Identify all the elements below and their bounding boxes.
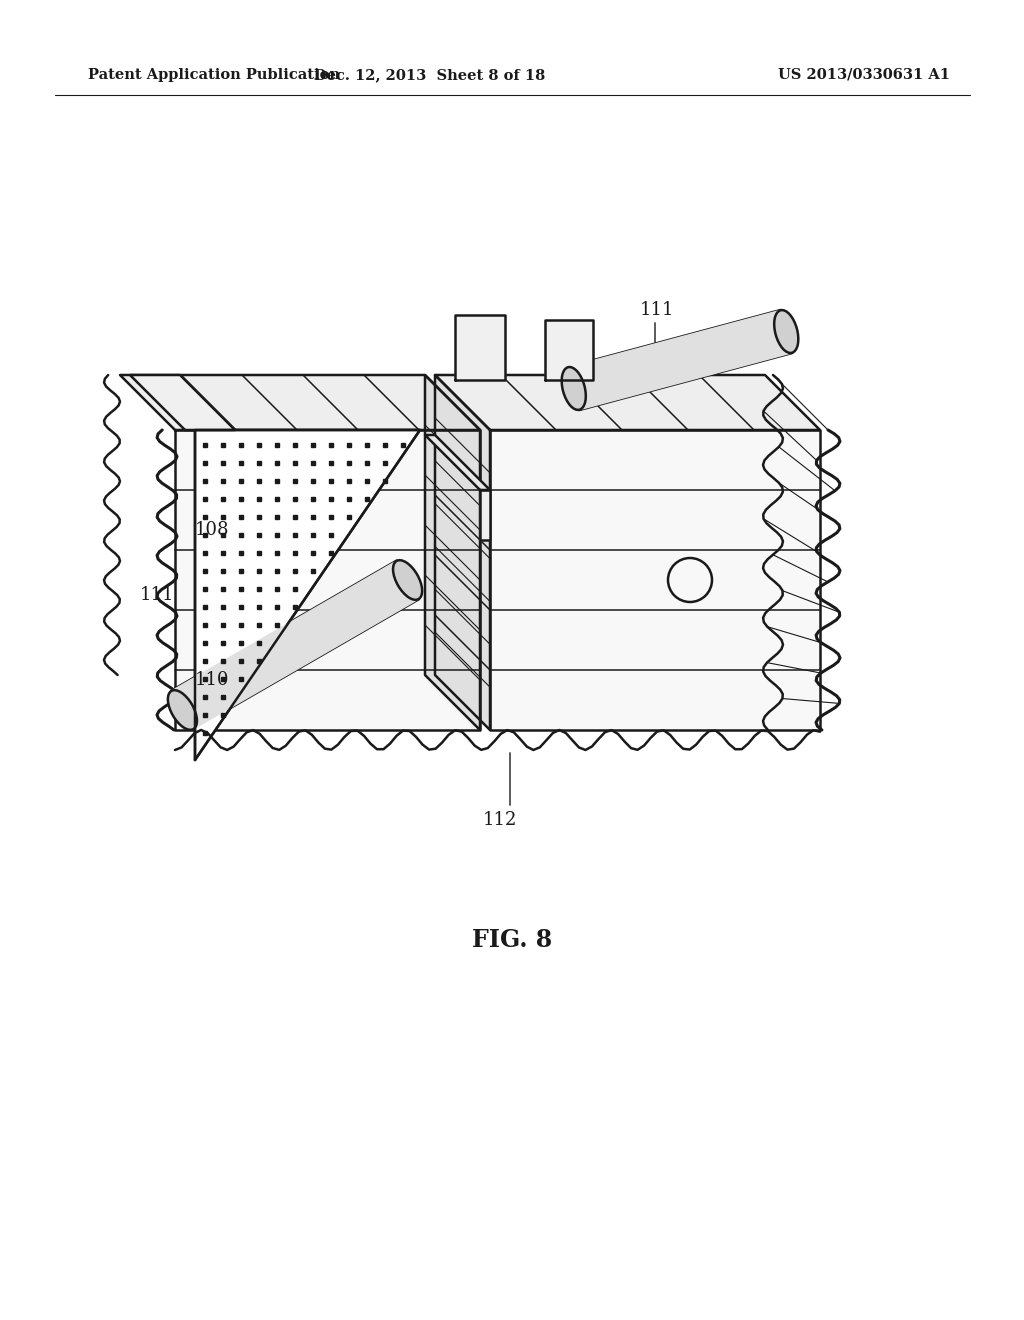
- Text: Dec. 12, 2013  Sheet 8 of 18: Dec. 12, 2013 Sheet 8 of 18: [314, 69, 546, 82]
- Polygon shape: [425, 375, 480, 730]
- Ellipse shape: [168, 690, 197, 730]
- Ellipse shape: [393, 560, 422, 599]
- Text: Patent Application Publication: Patent Application Publication: [88, 69, 340, 82]
- Text: FIG. 8: FIG. 8: [472, 928, 552, 952]
- Text: 112: 112: [482, 810, 517, 829]
- Polygon shape: [175, 430, 480, 730]
- Polygon shape: [435, 375, 490, 730]
- Polygon shape: [130, 375, 234, 430]
- Ellipse shape: [774, 310, 799, 352]
- Polygon shape: [425, 436, 490, 490]
- Text: 110: 110: [195, 671, 229, 689]
- Text: US 2013/0330631 A1: US 2013/0330631 A1: [778, 69, 950, 82]
- Text: 111: 111: [640, 301, 675, 319]
- Polygon shape: [480, 490, 490, 540]
- Polygon shape: [545, 319, 593, 380]
- Polygon shape: [490, 430, 820, 730]
- Polygon shape: [120, 375, 480, 430]
- Text: 111: 111: [140, 586, 174, 605]
- Text: 108: 108: [195, 521, 229, 539]
- Ellipse shape: [562, 367, 586, 411]
- Polygon shape: [568, 310, 792, 409]
- Polygon shape: [171, 561, 419, 729]
- Polygon shape: [455, 315, 505, 380]
- Polygon shape: [435, 375, 820, 430]
- Polygon shape: [195, 430, 420, 760]
